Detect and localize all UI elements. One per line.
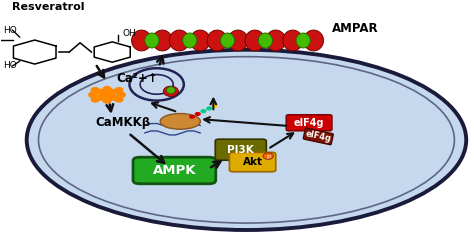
Ellipse shape xyxy=(160,113,201,129)
FancyBboxPatch shape xyxy=(229,152,276,172)
Ellipse shape xyxy=(96,94,106,101)
Text: eIF4g: eIF4g xyxy=(304,129,332,144)
Ellipse shape xyxy=(91,87,100,93)
Text: Ca²+↑: Ca²+↑ xyxy=(117,72,158,85)
Ellipse shape xyxy=(114,87,124,93)
Ellipse shape xyxy=(283,30,303,51)
Text: CaMKKβ: CaMKKβ xyxy=(95,116,150,129)
Ellipse shape xyxy=(88,92,98,98)
Ellipse shape xyxy=(163,86,178,96)
Ellipse shape xyxy=(145,33,159,48)
Ellipse shape xyxy=(109,94,118,101)
Ellipse shape xyxy=(296,33,310,48)
Ellipse shape xyxy=(212,104,218,108)
Ellipse shape xyxy=(245,30,265,51)
Ellipse shape xyxy=(266,30,286,51)
Ellipse shape xyxy=(263,153,273,159)
Ellipse shape xyxy=(102,97,112,104)
Text: p: p xyxy=(266,154,270,158)
Ellipse shape xyxy=(91,96,100,103)
Ellipse shape xyxy=(96,89,106,95)
Ellipse shape xyxy=(27,50,466,230)
Text: Resveratrol: Resveratrol xyxy=(12,2,84,12)
Text: PI3K: PI3K xyxy=(228,145,254,155)
Ellipse shape xyxy=(195,112,201,116)
Ellipse shape xyxy=(206,106,212,110)
Ellipse shape xyxy=(189,115,195,119)
Ellipse shape xyxy=(166,87,175,94)
Text: OH: OH xyxy=(123,29,137,38)
Text: HO: HO xyxy=(3,62,17,70)
Text: Akt: Akt xyxy=(243,157,263,167)
FancyBboxPatch shape xyxy=(133,157,216,184)
Text: HO: HO xyxy=(3,26,17,34)
Ellipse shape xyxy=(258,33,273,48)
Ellipse shape xyxy=(132,30,152,51)
Ellipse shape xyxy=(153,30,172,51)
Ellipse shape xyxy=(220,33,235,48)
Ellipse shape xyxy=(228,30,248,51)
Text: eIF4g: eIF4g xyxy=(293,118,324,128)
FancyBboxPatch shape xyxy=(215,139,266,160)
Ellipse shape xyxy=(102,86,112,92)
Ellipse shape xyxy=(182,33,197,48)
Text: AMPAR: AMPAR xyxy=(331,22,378,35)
Ellipse shape xyxy=(304,30,323,51)
Ellipse shape xyxy=(207,30,227,51)
Ellipse shape xyxy=(201,109,207,113)
Ellipse shape xyxy=(169,30,189,51)
Ellipse shape xyxy=(114,96,124,103)
Ellipse shape xyxy=(190,30,210,51)
Ellipse shape xyxy=(102,92,112,98)
FancyBboxPatch shape xyxy=(286,115,332,131)
Text: AMPK: AMPK xyxy=(153,164,196,177)
Ellipse shape xyxy=(117,92,126,98)
Ellipse shape xyxy=(109,89,118,95)
